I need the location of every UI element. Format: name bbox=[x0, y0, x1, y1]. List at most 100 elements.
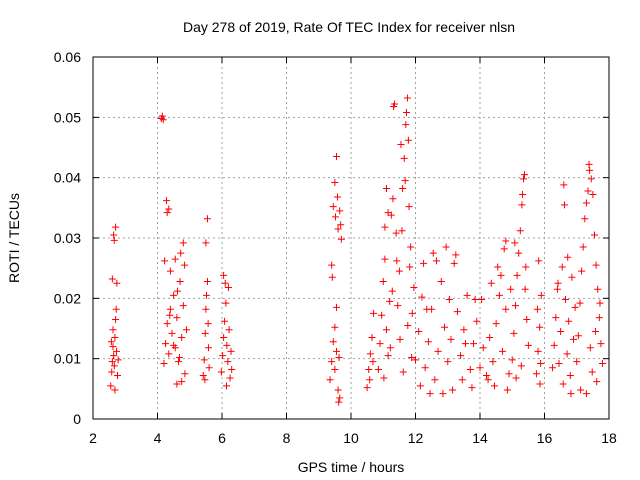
data-point bbox=[457, 352, 465, 360]
data-points bbox=[107, 94, 607, 406]
data-point bbox=[331, 178, 339, 186]
data-point bbox=[386, 344, 394, 352]
data-point bbox=[224, 358, 232, 366]
data-point bbox=[178, 334, 186, 342]
data-point bbox=[398, 227, 406, 235]
data-point bbox=[175, 353, 183, 361]
data-point bbox=[163, 209, 171, 217]
data-point bbox=[376, 340, 384, 348]
data-point bbox=[518, 201, 526, 209]
data-point bbox=[453, 308, 461, 316]
data-point bbox=[412, 356, 419, 364]
data-point bbox=[395, 267, 403, 275]
data-point bbox=[463, 291, 471, 299]
data-point bbox=[560, 201, 568, 209]
data-point bbox=[492, 320, 500, 328]
data-point bbox=[519, 191, 527, 199]
data-point bbox=[584, 187, 592, 195]
data-point bbox=[328, 261, 336, 269]
data-point bbox=[369, 358, 377, 366]
data-point bbox=[591, 328, 599, 336]
data-point bbox=[337, 235, 345, 243]
data-point bbox=[408, 353, 416, 361]
data-point bbox=[203, 215, 211, 223]
data-point bbox=[108, 275, 116, 283]
data-point bbox=[203, 277, 211, 285]
data-point bbox=[204, 320, 212, 328]
data-point bbox=[582, 390, 590, 398]
data-point bbox=[220, 334, 228, 342]
data-point bbox=[399, 185, 407, 193]
data-point bbox=[568, 273, 576, 281]
data-point bbox=[332, 303, 340, 311]
data-point bbox=[499, 347, 507, 355]
data-point bbox=[173, 287, 181, 295]
data-point bbox=[329, 203, 337, 211]
data-point bbox=[418, 293, 426, 301]
data-point bbox=[410, 283, 418, 291]
data-point bbox=[334, 225, 342, 233]
data-point bbox=[571, 303, 579, 311]
chart-title: Day 278 of 2019, Rate Of TEC Index for r… bbox=[183, 19, 515, 35]
data-point bbox=[523, 315, 531, 323]
data-point bbox=[421, 364, 429, 372]
data-point bbox=[520, 175, 528, 183]
data-point bbox=[110, 362, 118, 370]
data-point bbox=[393, 257, 401, 265]
data-point bbox=[183, 326, 191, 334]
data-point bbox=[515, 249, 523, 257]
data-point bbox=[389, 195, 397, 203]
y-tick-label: 0.03 bbox=[54, 230, 81, 246]
data-point bbox=[205, 364, 213, 372]
data-point bbox=[517, 362, 525, 370]
data-point bbox=[332, 347, 340, 355]
data-point bbox=[368, 334, 376, 342]
data-point bbox=[114, 372, 122, 380]
data-point bbox=[486, 334, 494, 342]
data-point bbox=[408, 309, 416, 317]
data-point bbox=[326, 376, 334, 384]
data-point bbox=[594, 285, 602, 293]
data-point bbox=[532, 370, 540, 378]
data-point bbox=[524, 341, 532, 349]
data-point bbox=[511, 302, 519, 310]
data-point bbox=[533, 305, 541, 313]
data-point bbox=[225, 326, 233, 334]
data-point bbox=[479, 344, 487, 352]
data-point bbox=[111, 334, 119, 342]
data-point bbox=[442, 243, 450, 251]
data-point bbox=[521, 171, 529, 179]
data-point bbox=[107, 382, 115, 390]
data-point bbox=[224, 283, 232, 291]
data-point bbox=[336, 394, 344, 402]
data-point bbox=[566, 372, 574, 380]
data-point bbox=[561, 296, 569, 304]
data-point bbox=[173, 380, 181, 388]
data-point bbox=[399, 368, 407, 376]
data-point bbox=[331, 366, 339, 374]
data-point bbox=[487, 279, 495, 287]
data-point bbox=[112, 223, 120, 231]
data-point bbox=[110, 352, 118, 360]
data-point bbox=[374, 366, 382, 374]
data-point bbox=[336, 207, 344, 215]
data-point bbox=[201, 376, 209, 384]
data-point bbox=[513, 271, 521, 279]
data-point bbox=[522, 263, 530, 271]
data-point bbox=[445, 296, 453, 304]
data-point bbox=[332, 153, 340, 161]
data-point bbox=[559, 380, 567, 388]
data-point bbox=[396, 335, 404, 343]
data-point bbox=[109, 326, 117, 334]
data-point bbox=[328, 273, 336, 281]
y-tick-label: 0.02 bbox=[54, 290, 81, 306]
data-point bbox=[404, 136, 412, 144]
data-point bbox=[560, 181, 568, 189]
data-point bbox=[400, 154, 408, 162]
data-point bbox=[337, 221, 345, 229]
data-point bbox=[382, 185, 390, 193]
data-point bbox=[505, 370, 513, 378]
data-point bbox=[521, 285, 529, 293]
data-point bbox=[586, 344, 594, 352]
data-point bbox=[550, 341, 558, 349]
